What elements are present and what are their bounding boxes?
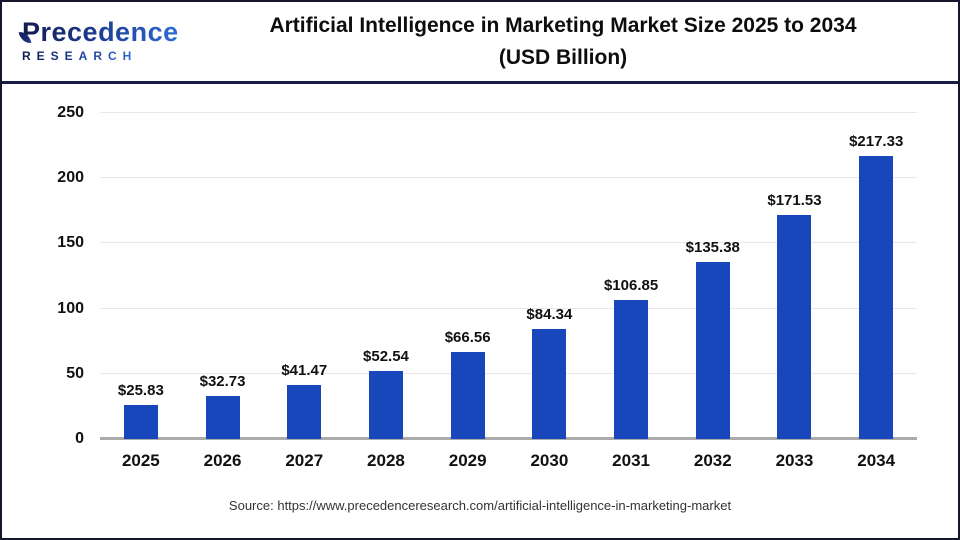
x-tick-label-2034: 2034 (857, 451, 896, 470)
bar-value-label-2025: $25.83 (117, 382, 164, 400)
bar-2032 (695, 262, 730, 439)
x-tick-label-2030: 2030 (530, 451, 569, 470)
bar-value-label-2028: $52.54 (363, 347, 409, 365)
bar-group-2032: $135.38 (672, 239, 754, 439)
bar-group-2027: $41.47 (263, 362, 345, 439)
gridline-250 (100, 112, 917, 113)
chart-title-line-2: (USD Billion) (498, 45, 628, 69)
y-tick-label-100: 100 (57, 299, 84, 317)
x-axis-labels: 2025 2026 2027 2028 2029 2030 2031 2032 2033 2034 (100, 451, 917, 471)
source-attribution: Source: https://www.precedenceresearch.c… (228, 498, 732, 513)
bar-value-label-2033: $171.53 (767, 192, 822, 210)
x-tick-label-2028: 2028 (367, 451, 405, 470)
bar-2028 (368, 370, 403, 439)
plot-area: $25.83 $32.73 $41.47 $52.54 $66.56 $84.34 $106… (57, 104, 917, 447)
bar-2031 (614, 299, 649, 439)
bar-group-2025: $25.83 (100, 382, 182, 439)
chart-title-line-1: Artificial Intelligence in Marketing Mar… (269, 13, 857, 37)
x-tick-label-2031: 2031 (612, 451, 650, 470)
bar-2030 (532, 329, 567, 439)
bar-group-2033: $171.53 (754, 192, 836, 439)
bar-value-label-2027: $41.47 (281, 361, 328, 379)
bar-group-2026: $32.73 (182, 373, 264, 439)
bars-row: $25.83 $32.73 $41.47 $52.54 $66.56 $84.34 $106… (100, 113, 917, 439)
bar-value-label-2030: $84.34 (526, 306, 573, 324)
bar-2027 (287, 384, 322, 439)
bar-group-2029: $66.56 (427, 329, 509, 439)
header: Precedence RESEARCH Artificial Intellige… (2, 2, 958, 84)
logo-subtitle: RESEARCH (22, 49, 138, 63)
bar-group-2031: $106.85 (590, 277, 672, 439)
bar-chart: $25.83 $32.73 $41.47 $52.54 $66.56 $84.34 $106… (2, 104, 958, 513)
bar-2026 (205, 396, 240, 439)
bar-2025 (123, 405, 158, 439)
bar-group-2030: $84.34 (509, 306, 591, 439)
y-tick-label-0: 0 (75, 430, 84, 447)
y-tick-label-150: 150 (57, 234, 84, 252)
bar-group-2034: $217.33 (835, 133, 917, 439)
bar-value-label-2029: $66.56 (444, 329, 491, 347)
bar-value-label-2026: $32.73 (199, 373, 246, 391)
x-tick-label-2032: 2032 (693, 451, 732, 470)
y-tick-label-200: 200 (57, 169, 84, 187)
bar-value-label-2031: $106.85 (603, 276, 659, 294)
y-tick-label-250: 250 (57, 104, 84, 121)
x-tick-label-2026: 2026 (203, 451, 242, 470)
bar-value-label-2034: $217.33 (849, 132, 904, 150)
bar-value-label-2032: $135.38 (685, 239, 740, 257)
y-tick-label-50: 50 (66, 364, 84, 382)
x-tick-label-2027: 2027 (285, 451, 324, 470)
x-axis-baseline (100, 437, 917, 440)
chart-title: Artificial Intelligence in Marketing Mar… (192, 10, 958, 74)
gridline-200 (100, 177, 917, 179)
x-tick-label-2029: 2029 (448, 451, 487, 470)
x-tick-label-2033: 2033 (775, 451, 814, 470)
x-tick-label-2025: 2025 (121, 451, 160, 470)
logo-wordmark: Precedence (22, 17, 179, 47)
precedence-research-logo: Precedence RESEARCH (2, 19, 192, 64)
bar-group-2028: $52.54 (345, 347, 427, 439)
bar-2033 (777, 215, 812, 439)
gridline-150 (100, 242, 917, 244)
gridline-100 (100, 307, 917, 309)
bar-2029 (450, 352, 485, 439)
gridline-50 (100, 372, 917, 374)
bar-2034 (859, 155, 894, 439)
